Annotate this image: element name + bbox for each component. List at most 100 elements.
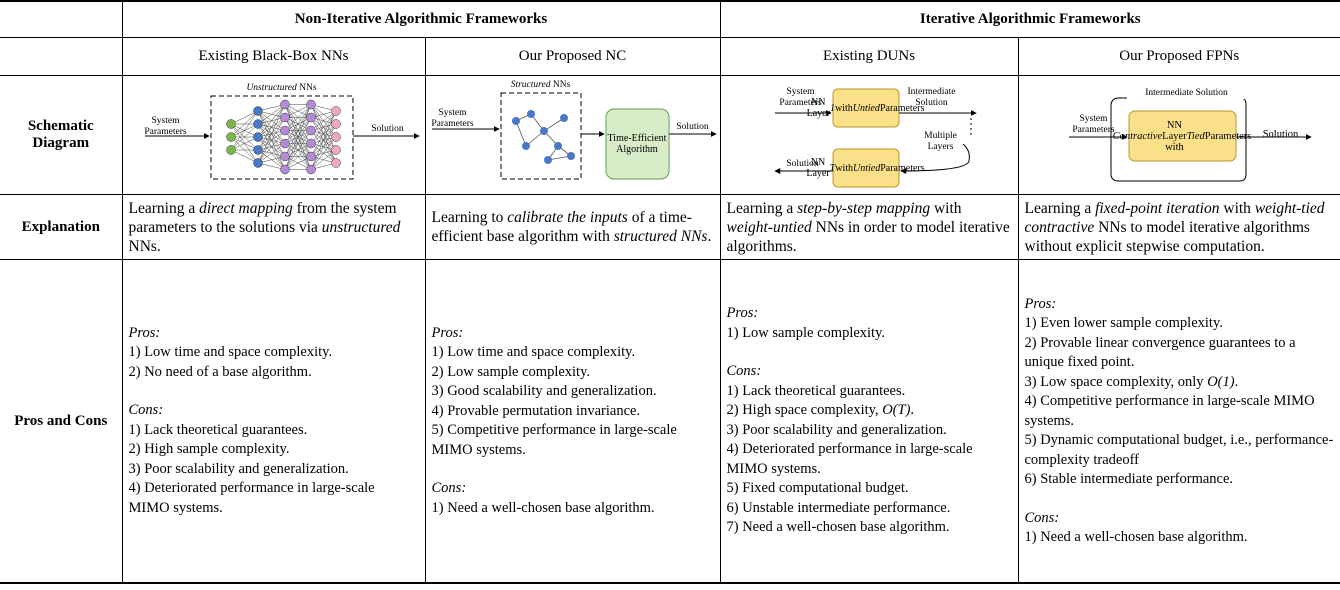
text-run: NN Layer (806, 97, 830, 119)
text-run: Parameters (879, 102, 925, 114)
input-label: System Parameters (779, 87, 822, 108)
diagram (431, 92, 717, 180)
pros-cons-cell: Pros: 1) Even lower sample complexity. 2) … (1017, 259, 1340, 584)
text-run: NNs to model iterative algorithms withou… (1024, 218, 1310, 255)
network-node (252, 158, 263, 168)
network-node (305, 99, 316, 110)
pros-cons: Pros: 1) Low time and space complexity. 2)… (432, 324, 714, 519)
emphasis: step-by-step mapping (797, 199, 931, 217)
network-edge (310, 149, 336, 170)
network-edge (284, 104, 311, 118)
network-node (305, 164, 316, 175)
text-run: Parameters (880, 162, 925, 174)
text-run: NN Layer with (1162, 119, 1187, 153)
text-run: NNs. (128, 237, 161, 255)
network-edge (284, 104, 311, 144)
network-edge (310, 110, 336, 170)
network-node (305, 125, 316, 136)
emphasis: Unstructured (246, 83, 297, 93)
explanation-cell: Learning a direct mapping from the syste… (121, 194, 426, 260)
pro-item: 2) No need of a base algorithm. (128, 363, 312, 380)
diagram-cell: System Parameters Structured NNs Time-Ef… (424, 75, 721, 195)
text-run: . (1234, 373, 1239, 390)
column-header: Existing Black-Box NNs (121, 37, 426, 76)
column-header: Existing DUNs (719, 37, 1019, 76)
network-node (330, 145, 341, 155)
network-node (225, 132, 236, 142)
pro-item: 2) Provable linear convergence guarantee… (1024, 334, 1296, 371)
schematic-row: Schematic Diagram System Parameters Unst… (0, 75, 1340, 195)
cons-heading: Cons: (727, 362, 1012, 382)
emphasis: weight-untied (726, 218, 812, 236)
emphasis: Tied (1186, 130, 1205, 142)
emphasis: Untied (852, 102, 880, 114)
text-run: Learning to (431, 209, 508, 226)
network-edge (230, 110, 258, 138)
emphasis: O(1) (1207, 373, 1235, 390)
emphasis: weight-tied contractive (1024, 199, 1325, 236)
pro-item: 5) Dynamic computational budget, i.e., p… (1024, 432, 1334, 468)
feedback-loop (1110, 97, 1246, 182)
column-header: Our Proposed NC (424, 37, 721, 76)
network-edge (310, 110, 336, 144)
group-header: Non-Iterative Algorithmic Frameworks (121, 0, 721, 38)
explanation-cell: Learning to calibrate the inputs of a ti… (424, 194, 721, 260)
pros-cons-cell: Pros: 1) Low time and space complexity. 2)… (424, 259, 721, 584)
con-item: 1) Need a well-chosen base algorithm. (431, 499, 655, 516)
cons-label: Cons: (128, 402, 164, 419)
dashed-box (500, 92, 581, 180)
layer-box (832, 148, 899, 188)
network-node (252, 132, 263, 142)
text-run: . (910, 402, 915, 419)
group-row: Non-Iterative Algorithmic Frameworks Ite… (0, 0, 1340, 38)
network-node (305, 138, 316, 149)
output-label: Solution (371, 124, 404, 134)
text-run: with (835, 162, 853, 174)
network-node (305, 151, 316, 162)
layer-label: Contractive NN Layer with Tied Parameter… (1113, 111, 1252, 161)
pros-cons: Pros: 1) Even lower sample complexity. 2) … (1025, 295, 1335, 548)
pro-item: 1) Low sample complexity. (726, 324, 886, 341)
layer-box (1128, 110, 1236, 162)
con-item: 2) High space complexity, O(T). (727, 401, 1012, 421)
network-node (330, 119, 341, 129)
pro-item: 3) Low space complexity, only O(1). (1025, 373, 1335, 393)
spacer (129, 382, 419, 401)
emphasis: calibrate the inputs (507, 209, 628, 226)
pros-cons-row: Pros and Cons Pros: 1) Low time and space… (0, 259, 1340, 584)
intermediate-label: Intermediate Solution (907, 87, 956, 108)
network-node (252, 145, 263, 155)
text-run: Learning a (1024, 199, 1096, 217)
output-label: Solution (676, 122, 709, 132)
con-item: 1) Need a well-chosen base algorithm. (1024, 529, 1248, 545)
explanation-cell: Learning a step-by-step mapping with wei… (719, 194, 1019, 260)
pros-heading: Pros: (129, 324, 419, 344)
spacer (727, 343, 1012, 362)
pros-label: Pros: (726, 305, 759, 322)
corner-cell (0, 0, 123, 38)
network-edge (284, 104, 311, 170)
network-edge (310, 123, 336, 170)
network (225, 99, 341, 175)
network-node (330, 132, 341, 142)
column-row: Existing Black-Box NNs Our Proposed NC E… (0, 37, 1340, 76)
pro-item: 5) Competitive performance in large-scal… (431, 422, 677, 458)
cons-heading: Cons: (432, 479, 714, 499)
network-edge (257, 143, 285, 164)
network-node (252, 106, 263, 116)
pro-item: 4) Provable permutation invariance. (431, 402, 641, 419)
pros-heading: Pros: (432, 324, 714, 344)
algorithm-label: Time-Efficient Algorithm (607, 133, 667, 155)
emphasis: Structured (510, 80, 551, 90)
con-item: 1) Lack theoretical guarantees. (726, 382, 906, 399)
emphasis: Untied (853, 162, 881, 174)
group-header: Iterative Algorithmic Frameworks (719, 0, 1340, 38)
text-run: NN Layer (806, 157, 830, 179)
pros-cons-cell: Pros: 1) Low time and space complexity. 2)… (121, 259, 426, 584)
text-run: 3) Low space complexity, only (1024, 373, 1208, 390)
pros-label: Pros: (431, 324, 464, 341)
network-node (225, 145, 236, 155)
emphasis: fixed-point iteration (1095, 199, 1220, 217)
graph-nodes (511, 110, 575, 164)
